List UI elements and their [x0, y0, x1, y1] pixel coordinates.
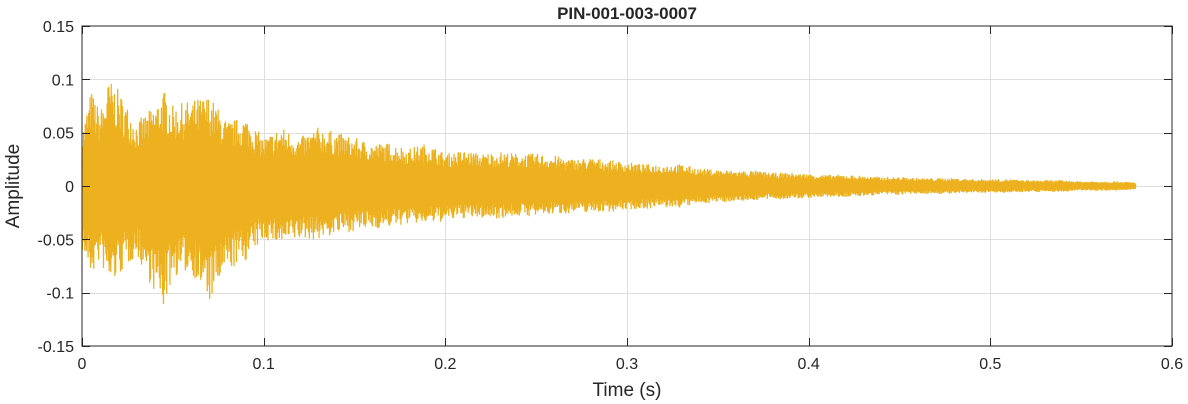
- y-tick-label: 0.1: [52, 72, 74, 89]
- series-line: [81, 83, 1137, 305]
- x-tick-label: 0.5: [979, 356, 1001, 373]
- y-tick-label: 0.15: [43, 19, 74, 36]
- y-tick-label: -0.05: [38, 232, 75, 249]
- y-tick-label: -0.1: [46, 286, 74, 303]
- x-tick-label: 0.1: [253, 356, 275, 373]
- x-tick-label: 0.2: [434, 356, 456, 373]
- y-axis-label: Amplitude: [3, 144, 24, 229]
- y-tick-label: 0.05: [43, 126, 74, 143]
- tick-marks: [82, 26, 1173, 347]
- y-tick-label: 0: [65, 179, 74, 196]
- y-tick-labels: -0.15 -0.1 -0.05 0 0.05 0.1 0.15: [38, 19, 75, 356]
- x-tick-label: 0.6: [1161, 356, 1183, 373]
- x-tick-label: 0.3: [616, 356, 638, 373]
- x-axis-label: Time (s): [593, 380, 662, 401]
- y-tick-label: -0.15: [38, 339, 75, 356]
- x-tick-label: 0: [78, 356, 87, 373]
- chart-title: PIN-001-003-0007: [557, 4, 697, 23]
- x-tick-labels: 0 0.1 0.2 0.3 0.4 0.5 0.6: [78, 356, 1184, 373]
- x-tick-label: 0.4: [798, 356, 820, 373]
- series-waveform: [81, 83, 1137, 305]
